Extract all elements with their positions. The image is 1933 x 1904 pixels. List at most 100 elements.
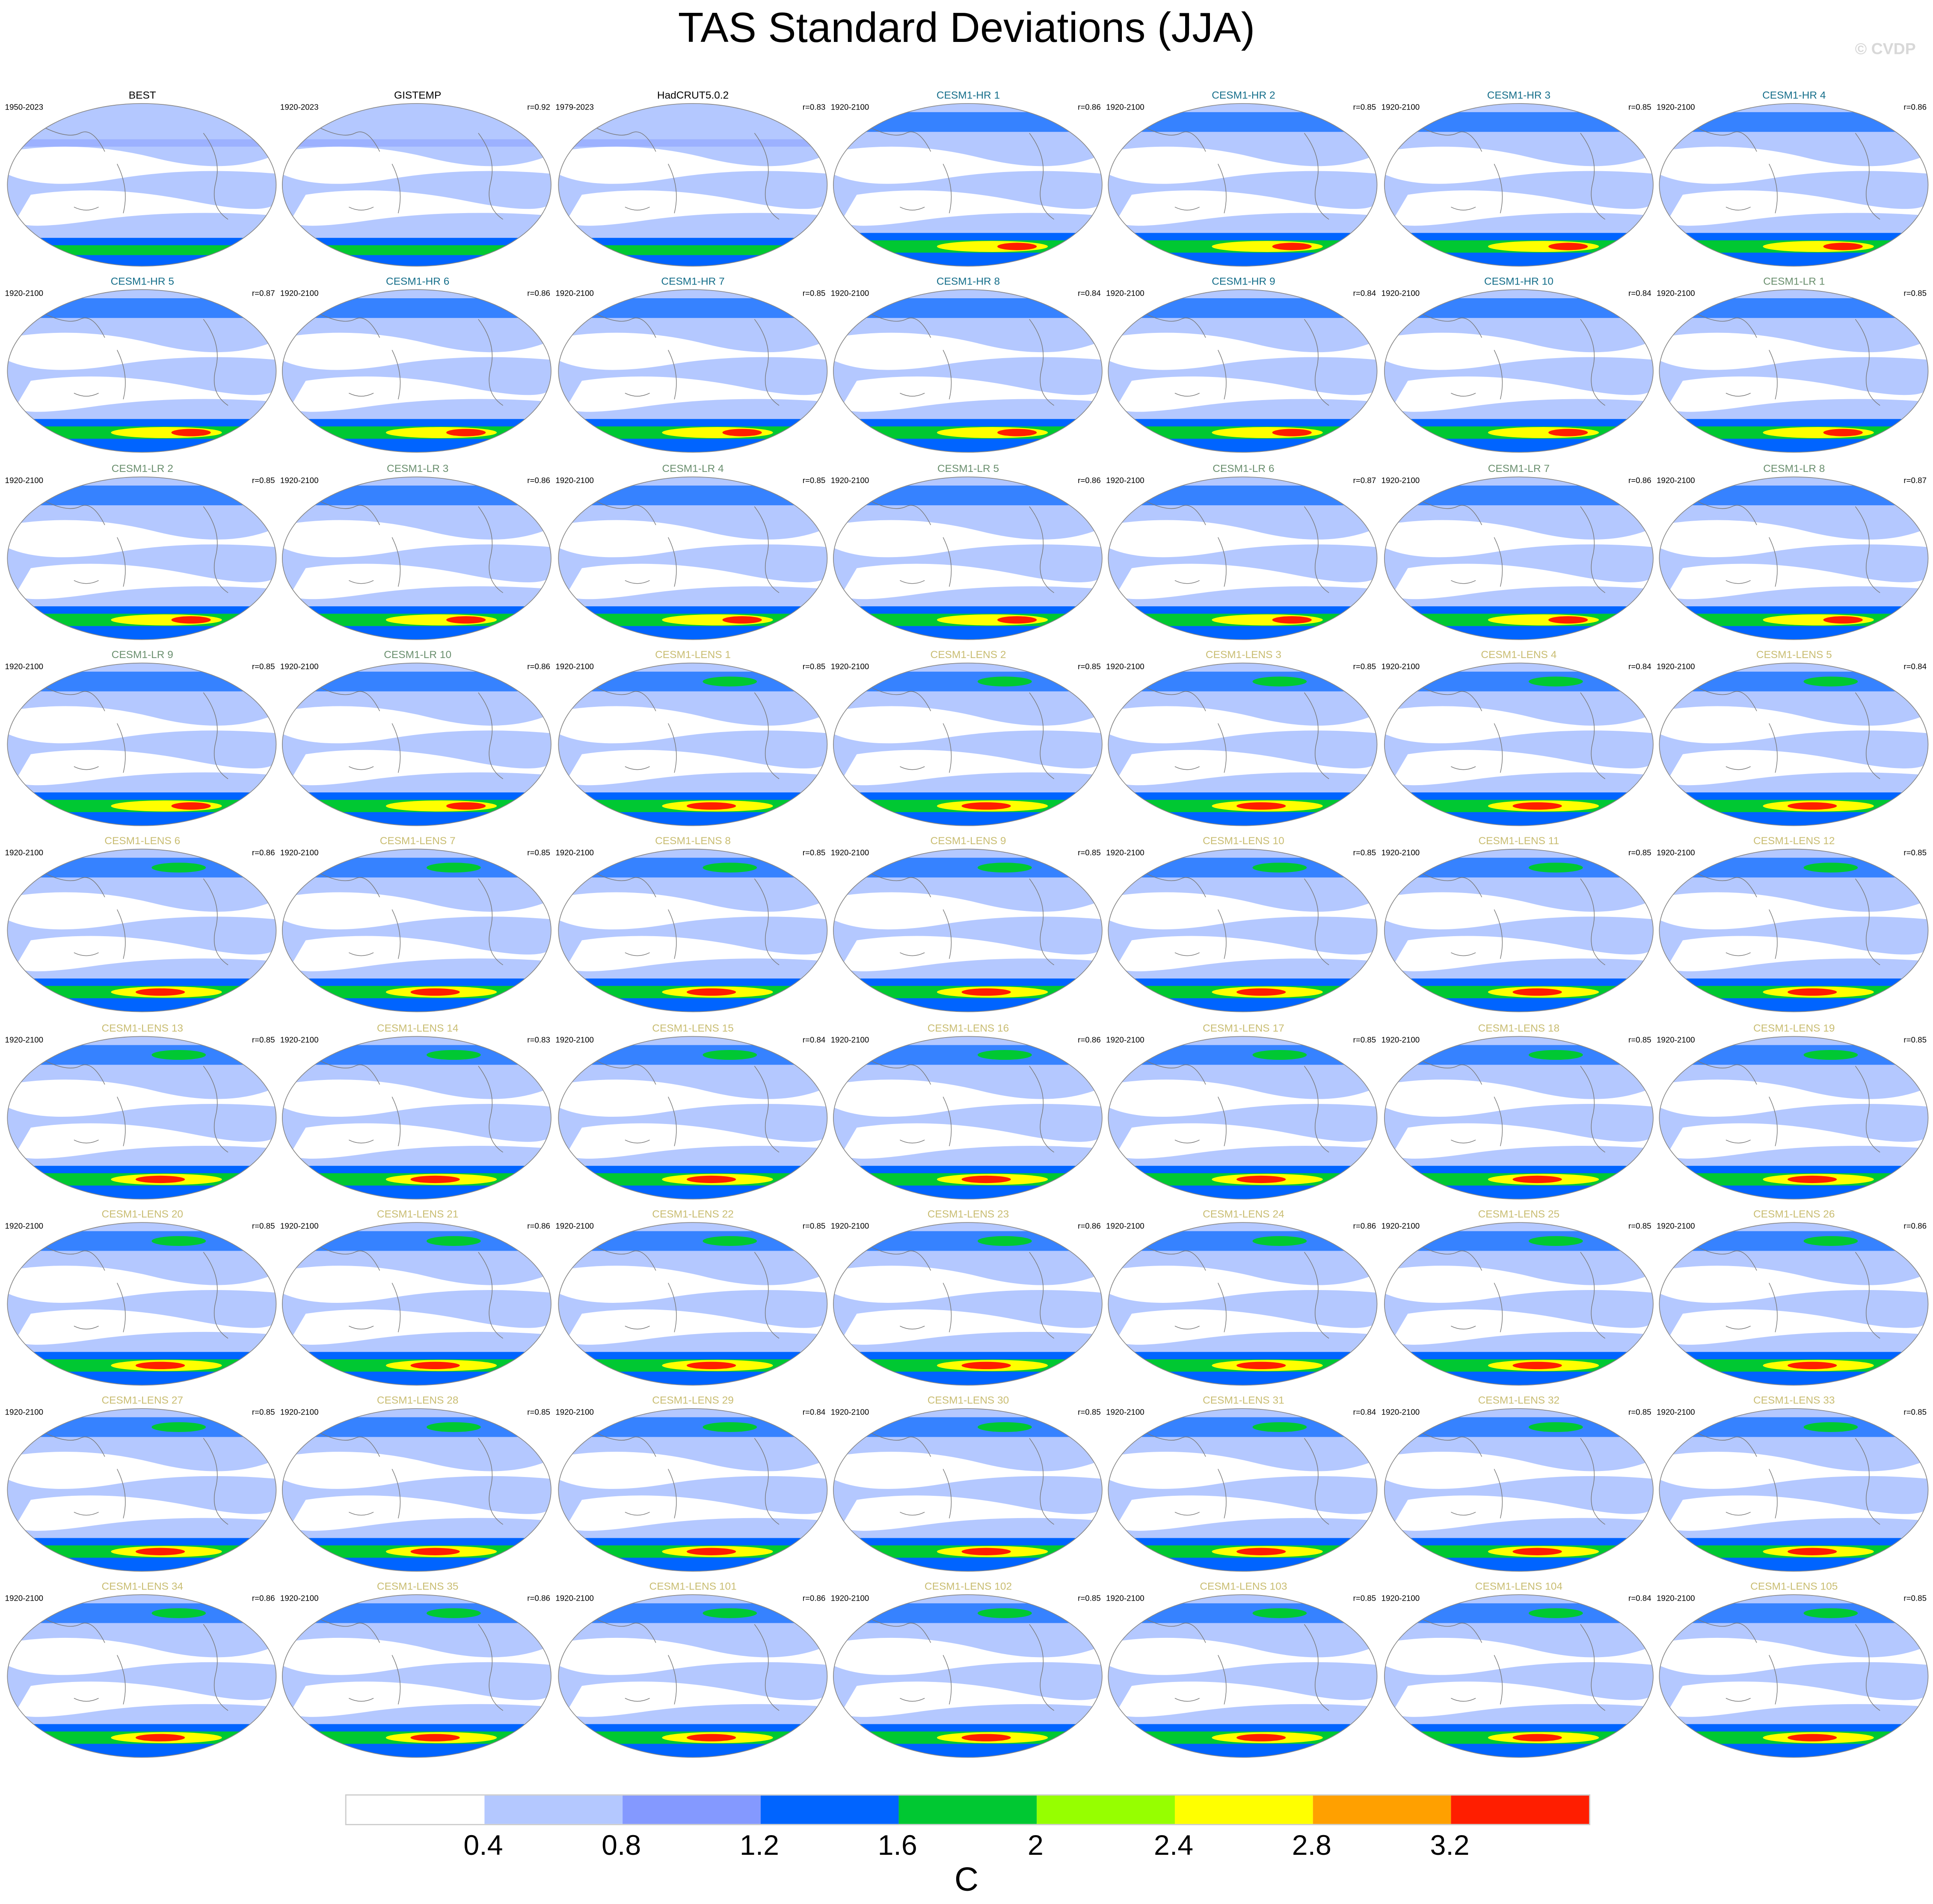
panel-years: 1920-2100 [1657, 663, 1695, 672]
field-north [558, 139, 827, 147]
map [1658, 849, 1928, 1013]
field-south-red [1823, 243, 1863, 250]
coastlines [1144, 127, 1330, 220]
map [1108, 849, 1378, 1013]
field-tropics-white [1659, 1265, 1928, 1303]
field-south-red [446, 615, 486, 623]
panel-correlation: r=0.86 [1078, 476, 1101, 485]
coastlines [1144, 1432, 1330, 1525]
panel-title: CESM1-LENS 19 [1753, 1021, 1835, 1034]
coastlines [318, 1432, 504, 1525]
map [1658, 662, 1928, 826]
field-tropics-white-2 [1118, 1309, 1378, 1345]
field-south-red [686, 802, 736, 810]
map-outline [1383, 103, 1653, 267]
panel-years: 1920-2100 [1381, 1595, 1420, 1604]
map-panel: CESM1-LENS 11 1920-2100 r=0.85 [1382, 835, 1657, 1020]
panel-years: 1920-2100 [280, 1035, 319, 1045]
map-panel: CESM1-LENS 25 1920-2100 r=0.85 [1382, 1207, 1657, 1392]
panel-correlation: r=0.85 [1353, 103, 1376, 113]
panel-title: CESM1-LENS 22 [652, 1207, 734, 1220]
panel-correlation: r=0.85 [1903, 1595, 1927, 1604]
field-south-red [446, 802, 486, 810]
coastlines [1695, 313, 1880, 406]
field-tropics-white-2 [567, 936, 827, 972]
map-panel: CESM1-LENS 17 1920-2100 r=0.85 [1106, 1021, 1381, 1206]
field-south-red [411, 988, 460, 996]
field-tropics-white-2 [292, 377, 551, 412]
panel-title: CESM1-LENS 25 [1478, 1207, 1560, 1220]
coastlines [1144, 872, 1330, 966]
coastlines [318, 872, 504, 966]
panel-title: CESM1-HR 1 [936, 89, 1000, 101]
map [1658, 289, 1928, 453]
panel-title: CESM1-LENS 32 [1478, 1394, 1560, 1406]
field-south-red [686, 1175, 736, 1183]
field-tropics-white-2 [292, 563, 551, 599]
map-panel: CESM1-LENS 4 1920-2100 r=0.84 [1382, 648, 1657, 833]
panel-correlation: r=0.86 [527, 663, 550, 672]
panel-years: 1920-2100 [1106, 1409, 1144, 1418]
panel-title: CESM1-LENS 20 [101, 1207, 184, 1220]
panel-title: CESM1-LENS 8 [655, 834, 731, 847]
coastlines [318, 1059, 504, 1152]
panel-years: 1920-2100 [1381, 1035, 1420, 1045]
field-north-high [1803, 676, 1858, 687]
map [1658, 476, 1928, 640]
panel-years: 1920-2100 [555, 1595, 594, 1604]
panel-correlation: r=0.85 [252, 663, 275, 672]
panel-title: CESM1-LENS 24 [1203, 1207, 1284, 1220]
map-outline [557, 1035, 827, 1199]
field-tropics-white-2 [1669, 1122, 1928, 1158]
coastlines [318, 686, 504, 779]
field-tropics-white-2 [567, 750, 827, 785]
map-outline [557, 849, 827, 1013]
field-south-red [171, 802, 211, 810]
map [1383, 1408, 1653, 1572]
field-north-high [702, 1236, 757, 1246]
map-outline [7, 849, 277, 1013]
coastlines [593, 1245, 779, 1339]
map-panel: CESM1-LENS 104 1920-2100 r=0.84 [1382, 1581, 1657, 1765]
coastlines [43, 127, 228, 220]
field-south-green [581, 245, 803, 255]
map-panel: CESM1-LENS 15 1920-2100 r=0.84 [555, 1021, 830, 1206]
coastlines [593, 499, 779, 593]
field-tropics-white-2 [1393, 750, 1653, 785]
coastlines [1144, 686, 1330, 779]
field-north-high [977, 863, 1032, 873]
field-south-red [686, 1734, 736, 1742]
panel-correlation: r=0.86 [1353, 1222, 1376, 1231]
panel-title: CESM1-HR 3 [1487, 89, 1551, 101]
field-tropics-white [1108, 892, 1378, 930]
panel-correlation: r=0.85 [1353, 663, 1376, 672]
panel-title: CESM1-LENS 13 [101, 1021, 184, 1034]
field-tropics-white-2 [292, 750, 551, 785]
coastlines [869, 872, 1054, 966]
field-tropics-white [282, 706, 551, 743]
panel-title: CESM1-LR 8 [1763, 461, 1825, 474]
panel-years: 1920-2100 [1381, 290, 1420, 299]
panel-title: CESM1-LR 2 [111, 461, 173, 474]
panel-correlation: r=0.83 [527, 1035, 550, 1045]
field-tropics-white-2 [1669, 936, 1928, 972]
map-panel: CESM1-LR 9 1920-2100 r=0.85 [5, 648, 280, 833]
map-panel: CESM1-LENS 28 1920-2100 r=0.85 [280, 1394, 555, 1579]
map-panel: CESM1-LENS 23 1920-2100 r=0.86 [831, 1207, 1106, 1392]
field-tropics-white [7, 1079, 276, 1116]
field-tropics-white [1659, 519, 1928, 557]
panel-title: CESM1-LENS 6 [104, 834, 181, 847]
field-south-red [446, 429, 486, 437]
panel-title: CESM1-LENS 102 [924, 1580, 1012, 1593]
coastlines [1419, 499, 1605, 593]
map-outline [1658, 476, 1928, 640]
map-panel: CESM1-LR 5 1920-2100 r=0.86 [831, 462, 1106, 647]
coastlines [1419, 1245, 1605, 1339]
field-north-high [977, 1049, 1032, 1059]
field-tropics-white [833, 146, 1102, 184]
panel-years: 1920-2100 [1106, 663, 1144, 672]
coastlines [1695, 1432, 1880, 1525]
field-tropics-white [833, 1452, 1102, 1489]
field-south-red [135, 1548, 185, 1556]
map-outline [282, 1408, 552, 1572]
